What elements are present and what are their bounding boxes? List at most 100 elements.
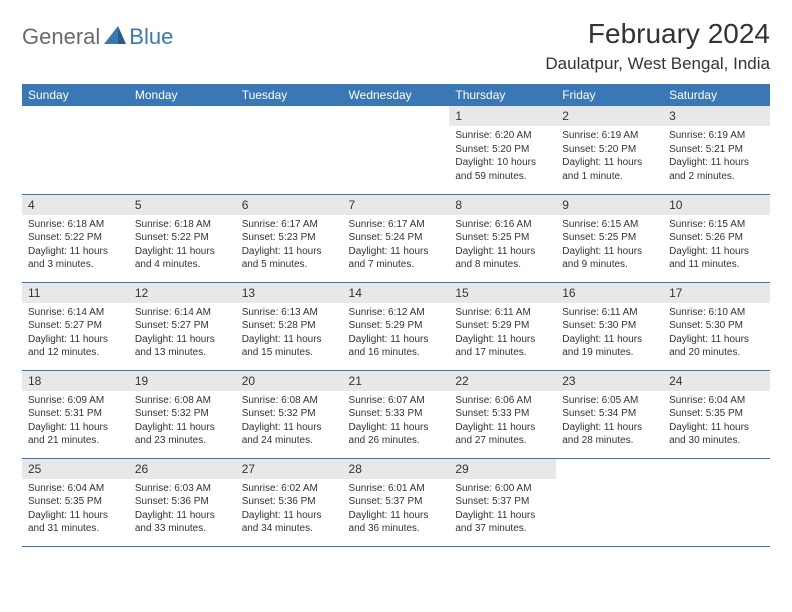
weekday-header: Wednesday xyxy=(343,84,450,106)
day-info: Sunrise: 6:08 AMSunset: 5:32 PMDaylight:… xyxy=(129,391,236,451)
day-info: Sunrise: 6:11 AMSunset: 5:29 PMDaylight:… xyxy=(449,303,556,363)
day-number: 15 xyxy=(449,283,556,303)
day-info: Sunrise: 6:08 AMSunset: 5:32 PMDaylight:… xyxy=(236,391,343,451)
calendar-cell: 1Sunrise: 6:20 AMSunset: 5:20 PMDaylight… xyxy=(449,106,556,194)
day-number: 12 xyxy=(129,283,236,303)
calendar-cell xyxy=(663,458,770,546)
day-number: 16 xyxy=(556,283,663,303)
day-info: Sunrise: 6:11 AMSunset: 5:30 PMDaylight:… xyxy=(556,303,663,363)
day-info: Sunrise: 6:00 AMSunset: 5:37 PMDaylight:… xyxy=(449,479,556,539)
day-info: Sunrise: 6:12 AMSunset: 5:29 PMDaylight:… xyxy=(343,303,450,363)
calendar-cell: 26Sunrise: 6:03 AMSunset: 5:36 PMDayligh… xyxy=(129,458,236,546)
calendar-cell: 13Sunrise: 6:13 AMSunset: 5:28 PMDayligh… xyxy=(236,282,343,370)
calendar-cell: 17Sunrise: 6:10 AMSunset: 5:30 PMDayligh… xyxy=(663,282,770,370)
day-number: 4 xyxy=(22,195,129,215)
day-info: Sunrise: 6:17 AMSunset: 5:23 PMDaylight:… xyxy=(236,215,343,275)
day-number: 29 xyxy=(449,459,556,479)
calendar-cell: 4Sunrise: 6:18 AMSunset: 5:22 PMDaylight… xyxy=(22,194,129,282)
location-text: Daulatpur, West Bengal, India xyxy=(545,54,770,74)
weekday-header: Tuesday xyxy=(236,84,343,106)
calendar-cell: 10Sunrise: 6:15 AMSunset: 5:26 PMDayligh… xyxy=(663,194,770,282)
day-info: Sunrise: 6:14 AMSunset: 5:27 PMDaylight:… xyxy=(129,303,236,363)
day-info: Sunrise: 6:01 AMSunset: 5:37 PMDaylight:… xyxy=(343,479,450,539)
calendar-cell: 7Sunrise: 6:17 AMSunset: 5:24 PMDaylight… xyxy=(343,194,450,282)
calendar-cell: 8Sunrise: 6:16 AMSunset: 5:25 PMDaylight… xyxy=(449,194,556,282)
brand-logo: General Blue xyxy=(22,18,173,50)
weekday-header: Sunday xyxy=(22,84,129,106)
day-number: 21 xyxy=(343,371,450,391)
day-info: Sunrise: 6:15 AMSunset: 5:26 PMDaylight:… xyxy=(663,215,770,275)
day-number: 19 xyxy=(129,371,236,391)
calendar-cell: 14Sunrise: 6:12 AMSunset: 5:29 PMDayligh… xyxy=(343,282,450,370)
weekday-header: Friday xyxy=(556,84,663,106)
day-info: Sunrise: 6:15 AMSunset: 5:25 PMDaylight:… xyxy=(556,215,663,275)
calendar-cell: 9Sunrise: 6:15 AMSunset: 5:25 PMDaylight… xyxy=(556,194,663,282)
day-number: 27 xyxy=(236,459,343,479)
day-number: 24 xyxy=(663,371,770,391)
calendar-cell: 18Sunrise: 6:09 AMSunset: 5:31 PMDayligh… xyxy=(22,370,129,458)
day-info: Sunrise: 6:19 AMSunset: 5:21 PMDaylight:… xyxy=(663,126,770,186)
header-row: General Blue February 2024 Daulatpur, We… xyxy=(22,18,770,74)
calendar-cell: 19Sunrise: 6:08 AMSunset: 5:32 PMDayligh… xyxy=(129,370,236,458)
day-info: Sunrise: 6:06 AMSunset: 5:33 PMDaylight:… xyxy=(449,391,556,451)
day-info: Sunrise: 6:02 AMSunset: 5:36 PMDaylight:… xyxy=(236,479,343,539)
day-number: 7 xyxy=(343,195,450,215)
day-number: 17 xyxy=(663,283,770,303)
day-number: 13 xyxy=(236,283,343,303)
day-info: Sunrise: 6:10 AMSunset: 5:30 PMDaylight:… xyxy=(663,303,770,363)
calendar-cell: 2Sunrise: 6:19 AMSunset: 5:20 PMDaylight… xyxy=(556,106,663,194)
day-number: 14 xyxy=(343,283,450,303)
weekday-header: Monday xyxy=(129,84,236,106)
page-title: February 2024 xyxy=(545,18,770,50)
calendar-cell: 20Sunrise: 6:08 AMSunset: 5:32 PMDayligh… xyxy=(236,370,343,458)
day-number: 8 xyxy=(449,195,556,215)
day-number: 23 xyxy=(556,371,663,391)
calendar-body: 1Sunrise: 6:20 AMSunset: 5:20 PMDaylight… xyxy=(22,106,770,546)
day-info: Sunrise: 6:07 AMSunset: 5:33 PMDaylight:… xyxy=(343,391,450,451)
calendar-cell: 15Sunrise: 6:11 AMSunset: 5:29 PMDayligh… xyxy=(449,282,556,370)
calendar-cell: 23Sunrise: 6:05 AMSunset: 5:34 PMDayligh… xyxy=(556,370,663,458)
day-info: Sunrise: 6:13 AMSunset: 5:28 PMDaylight:… xyxy=(236,303,343,363)
calendar-cell xyxy=(22,106,129,194)
calendar-cell: 25Sunrise: 6:04 AMSunset: 5:35 PMDayligh… xyxy=(22,458,129,546)
day-info: Sunrise: 6:19 AMSunset: 5:20 PMDaylight:… xyxy=(556,126,663,186)
calendar-cell: 24Sunrise: 6:04 AMSunset: 5:35 PMDayligh… xyxy=(663,370,770,458)
calendar-cell: 28Sunrise: 6:01 AMSunset: 5:37 PMDayligh… xyxy=(343,458,450,546)
calendar-cell xyxy=(556,458,663,546)
day-number: 6 xyxy=(236,195,343,215)
day-number: 3 xyxy=(663,106,770,126)
day-info: Sunrise: 6:18 AMSunset: 5:22 PMDaylight:… xyxy=(129,215,236,275)
calendar-cell: 5Sunrise: 6:18 AMSunset: 5:22 PMDaylight… xyxy=(129,194,236,282)
brand-part1: General xyxy=(22,24,100,50)
day-info: Sunrise: 6:16 AMSunset: 5:25 PMDaylight:… xyxy=(449,215,556,275)
calendar-cell: 22Sunrise: 6:06 AMSunset: 5:33 PMDayligh… xyxy=(449,370,556,458)
day-number: 25 xyxy=(22,459,129,479)
day-info: Sunrise: 6:03 AMSunset: 5:36 PMDaylight:… xyxy=(129,479,236,539)
calendar-cell: 12Sunrise: 6:14 AMSunset: 5:27 PMDayligh… xyxy=(129,282,236,370)
weekday-header: Thursday xyxy=(449,84,556,106)
day-info: Sunrise: 6:17 AMSunset: 5:24 PMDaylight:… xyxy=(343,215,450,275)
calendar-cell: 29Sunrise: 6:00 AMSunset: 5:37 PMDayligh… xyxy=(449,458,556,546)
day-number: 2 xyxy=(556,106,663,126)
day-number: 18 xyxy=(22,371,129,391)
day-number: 11 xyxy=(22,283,129,303)
day-info: Sunrise: 6:05 AMSunset: 5:34 PMDaylight:… xyxy=(556,391,663,451)
day-info: Sunrise: 6:04 AMSunset: 5:35 PMDaylight:… xyxy=(663,391,770,451)
calendar-cell: 21Sunrise: 6:07 AMSunset: 5:33 PMDayligh… xyxy=(343,370,450,458)
day-number: 22 xyxy=(449,371,556,391)
day-info: Sunrise: 6:14 AMSunset: 5:27 PMDaylight:… xyxy=(22,303,129,363)
calendar-cell xyxy=(129,106,236,194)
calendar-cell: 6Sunrise: 6:17 AMSunset: 5:23 PMDaylight… xyxy=(236,194,343,282)
calendar-cell: 11Sunrise: 6:14 AMSunset: 5:27 PMDayligh… xyxy=(22,282,129,370)
day-number: 1 xyxy=(449,106,556,126)
day-info: Sunrise: 6:09 AMSunset: 5:31 PMDaylight:… xyxy=(22,391,129,451)
calendar-cell: 3Sunrise: 6:19 AMSunset: 5:21 PMDaylight… xyxy=(663,106,770,194)
calendar-cell xyxy=(343,106,450,194)
brand-part2: Blue xyxy=(129,24,173,50)
weekday-header: Saturday xyxy=(663,84,770,106)
day-number: 26 xyxy=(129,459,236,479)
calendar-cell xyxy=(236,106,343,194)
day-info: Sunrise: 6:18 AMSunset: 5:22 PMDaylight:… xyxy=(22,215,129,275)
calendar-header: SundayMondayTuesdayWednesdayThursdayFrid… xyxy=(22,84,770,106)
calendar-cell: 16Sunrise: 6:11 AMSunset: 5:30 PMDayligh… xyxy=(556,282,663,370)
